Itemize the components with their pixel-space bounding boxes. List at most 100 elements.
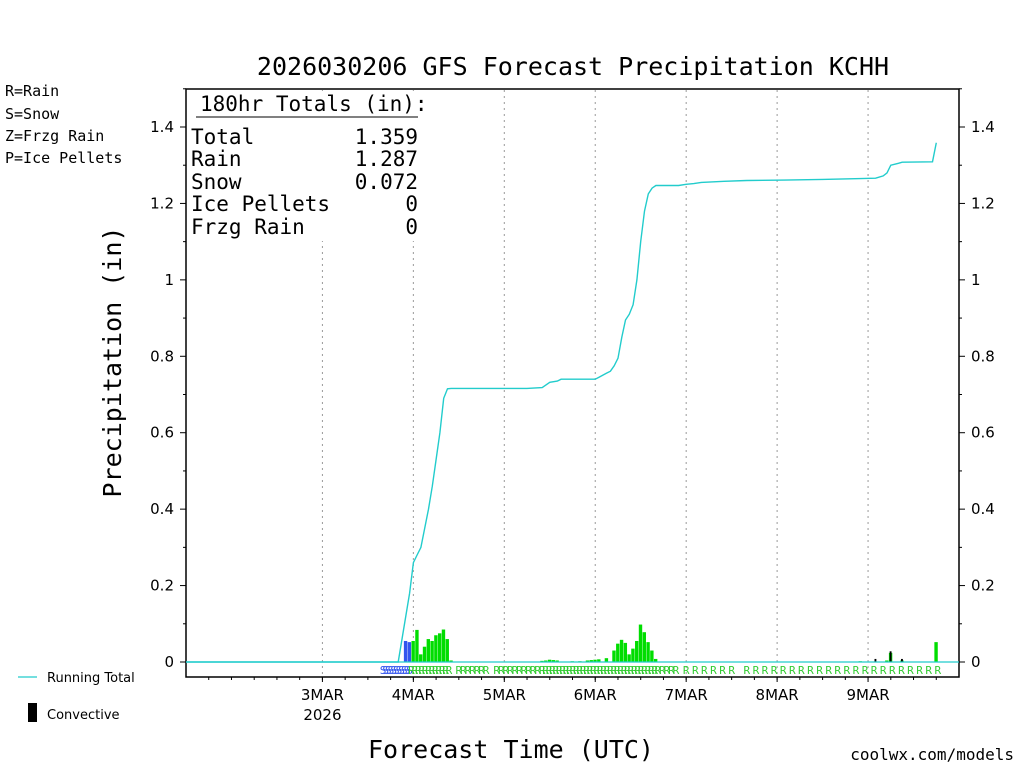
rain-bar [589, 660, 593, 662]
rain-marker: R [925, 664, 932, 677]
rain-marker: R [631, 664, 638, 677]
rain-marker: R [710, 664, 717, 677]
x-tick-label: 8MAR [756, 686, 799, 704]
rain-marker: R [502, 664, 509, 677]
rain-marker: R [743, 664, 750, 677]
rain-marker: R [624, 664, 631, 677]
rain-marker: R [597, 664, 604, 677]
rain-bar [631, 648, 635, 662]
rain-marker: R [621, 664, 628, 677]
rain-marker: R [415, 664, 422, 677]
rain-marker: R [422, 664, 429, 677]
rain-marker: R [683, 664, 690, 677]
rain-marker: R [614, 664, 621, 677]
snow-marker: S [398, 664, 405, 677]
rain-bar [551, 660, 556, 662]
rain-marker: R [566, 664, 573, 677]
y-tick-label-right: 0.4 [971, 500, 995, 518]
totals-value-total: 1.359 [355, 125, 418, 149]
y-tick-label-left: 1.4 [150, 118, 174, 136]
rain-marker: R [916, 664, 923, 677]
rain-marker: R [478, 664, 485, 677]
totals-label-total: Total [191, 125, 254, 149]
rain-marker: R [719, 664, 726, 677]
totals-value-frzg-rain: 0 [405, 215, 418, 239]
rain-bar [619, 639, 624, 662]
rain-marker: R [498, 664, 505, 677]
rain-marker: R [512, 664, 519, 677]
y-tick-label-right: 0.8 [971, 347, 995, 365]
rain-bar [604, 658, 609, 662]
rain-marker: R [432, 664, 439, 677]
y-tick-label-left: 0 [164, 653, 174, 671]
rain-marker: R [474, 664, 481, 677]
rain-marker: R [816, 664, 823, 677]
rain-marker: R [593, 664, 600, 677]
rain-marker: R [546, 664, 553, 677]
rain-bar [612, 650, 616, 662]
y-tick-label-right: 1 [971, 271, 981, 289]
legend-frzg-rain: Z=Frzg Rain [5, 127, 104, 145]
rain-marker: R [728, 664, 735, 677]
rain-bar [597, 659, 601, 662]
rain-bar [650, 650, 654, 662]
rain-bar [885, 660, 889, 662]
rain-marker: R [628, 664, 635, 677]
snow-marker: S [396, 664, 403, 677]
running-total-layer [186, 142, 959, 663]
legend-ice-pellets: P=Ice Pellets [5, 149, 122, 167]
rain-marker: R [563, 664, 570, 677]
rain-marker: R [862, 664, 869, 677]
rain-marker: R [469, 664, 476, 677]
totals-label-snow: Snow [191, 170, 242, 194]
snow-marker: S [404, 664, 411, 677]
rain-marker: R [429, 664, 436, 677]
rain-marker: R [853, 664, 860, 677]
rain-bar [616, 643, 620, 662]
rain-bar [653, 658, 658, 662]
y-tick-label-left: 0.4 [150, 500, 174, 518]
rain-marker: R [762, 664, 769, 677]
rain-marker: R [668, 664, 675, 677]
y-axis-label: Precipitation (in) [98, 227, 127, 498]
rain-marker: R [590, 664, 597, 677]
rain-marker: R [570, 664, 577, 677]
rain-bar [445, 639, 449, 662]
chart-title: 2026030206 GFS Forecast Precipitation KC… [257, 52, 889, 81]
convective-bar [901, 658, 903, 662]
snow-bar [403, 640, 408, 662]
totals-value-rain: 1.287 [355, 147, 418, 171]
rain-marker: R [408, 664, 415, 677]
rain-marker: R [645, 664, 652, 677]
rain-marker: R [659, 664, 666, 677]
rain-bar [646, 642, 650, 662]
x-tick-label: 9MAR [846, 686, 889, 704]
rain-marker: R [604, 664, 611, 677]
y-axis-left: 0 0.2 0.4 0.6 0.8 1 1.2 1.4 [150, 88, 186, 671]
y-tick-label-left: 1 [164, 271, 174, 289]
rain-marker: R [446, 664, 453, 677]
rain-bar [422, 646, 427, 662]
y-tick-label-right: 0 [971, 653, 981, 671]
rain-bar [426, 639, 431, 662]
snow-marker: S [385, 664, 392, 677]
rain-marker: R [516, 664, 523, 677]
snow-marker: S [401, 664, 408, 677]
legend-rain: R=Rain [5, 82, 59, 100]
x-tick-label: 6MAR [574, 686, 617, 704]
rain-marker: R [825, 664, 832, 677]
series-legend: Running Total Convective [18, 671, 135, 723]
snow-marker: S [382, 664, 389, 677]
rain-marker: R [456, 664, 463, 677]
rain-bar [555, 660, 559, 662]
rain-marker: R [439, 664, 446, 677]
rain-marker: R [425, 664, 432, 677]
rain-marker: R [576, 664, 583, 677]
snow-marker: S [390, 664, 397, 677]
rain-marker: R [607, 664, 614, 677]
rain-bar [441, 629, 446, 662]
rain-marker: R [525, 664, 532, 677]
rain-bar [547, 659, 552, 662]
rain-marker: R [542, 664, 549, 677]
